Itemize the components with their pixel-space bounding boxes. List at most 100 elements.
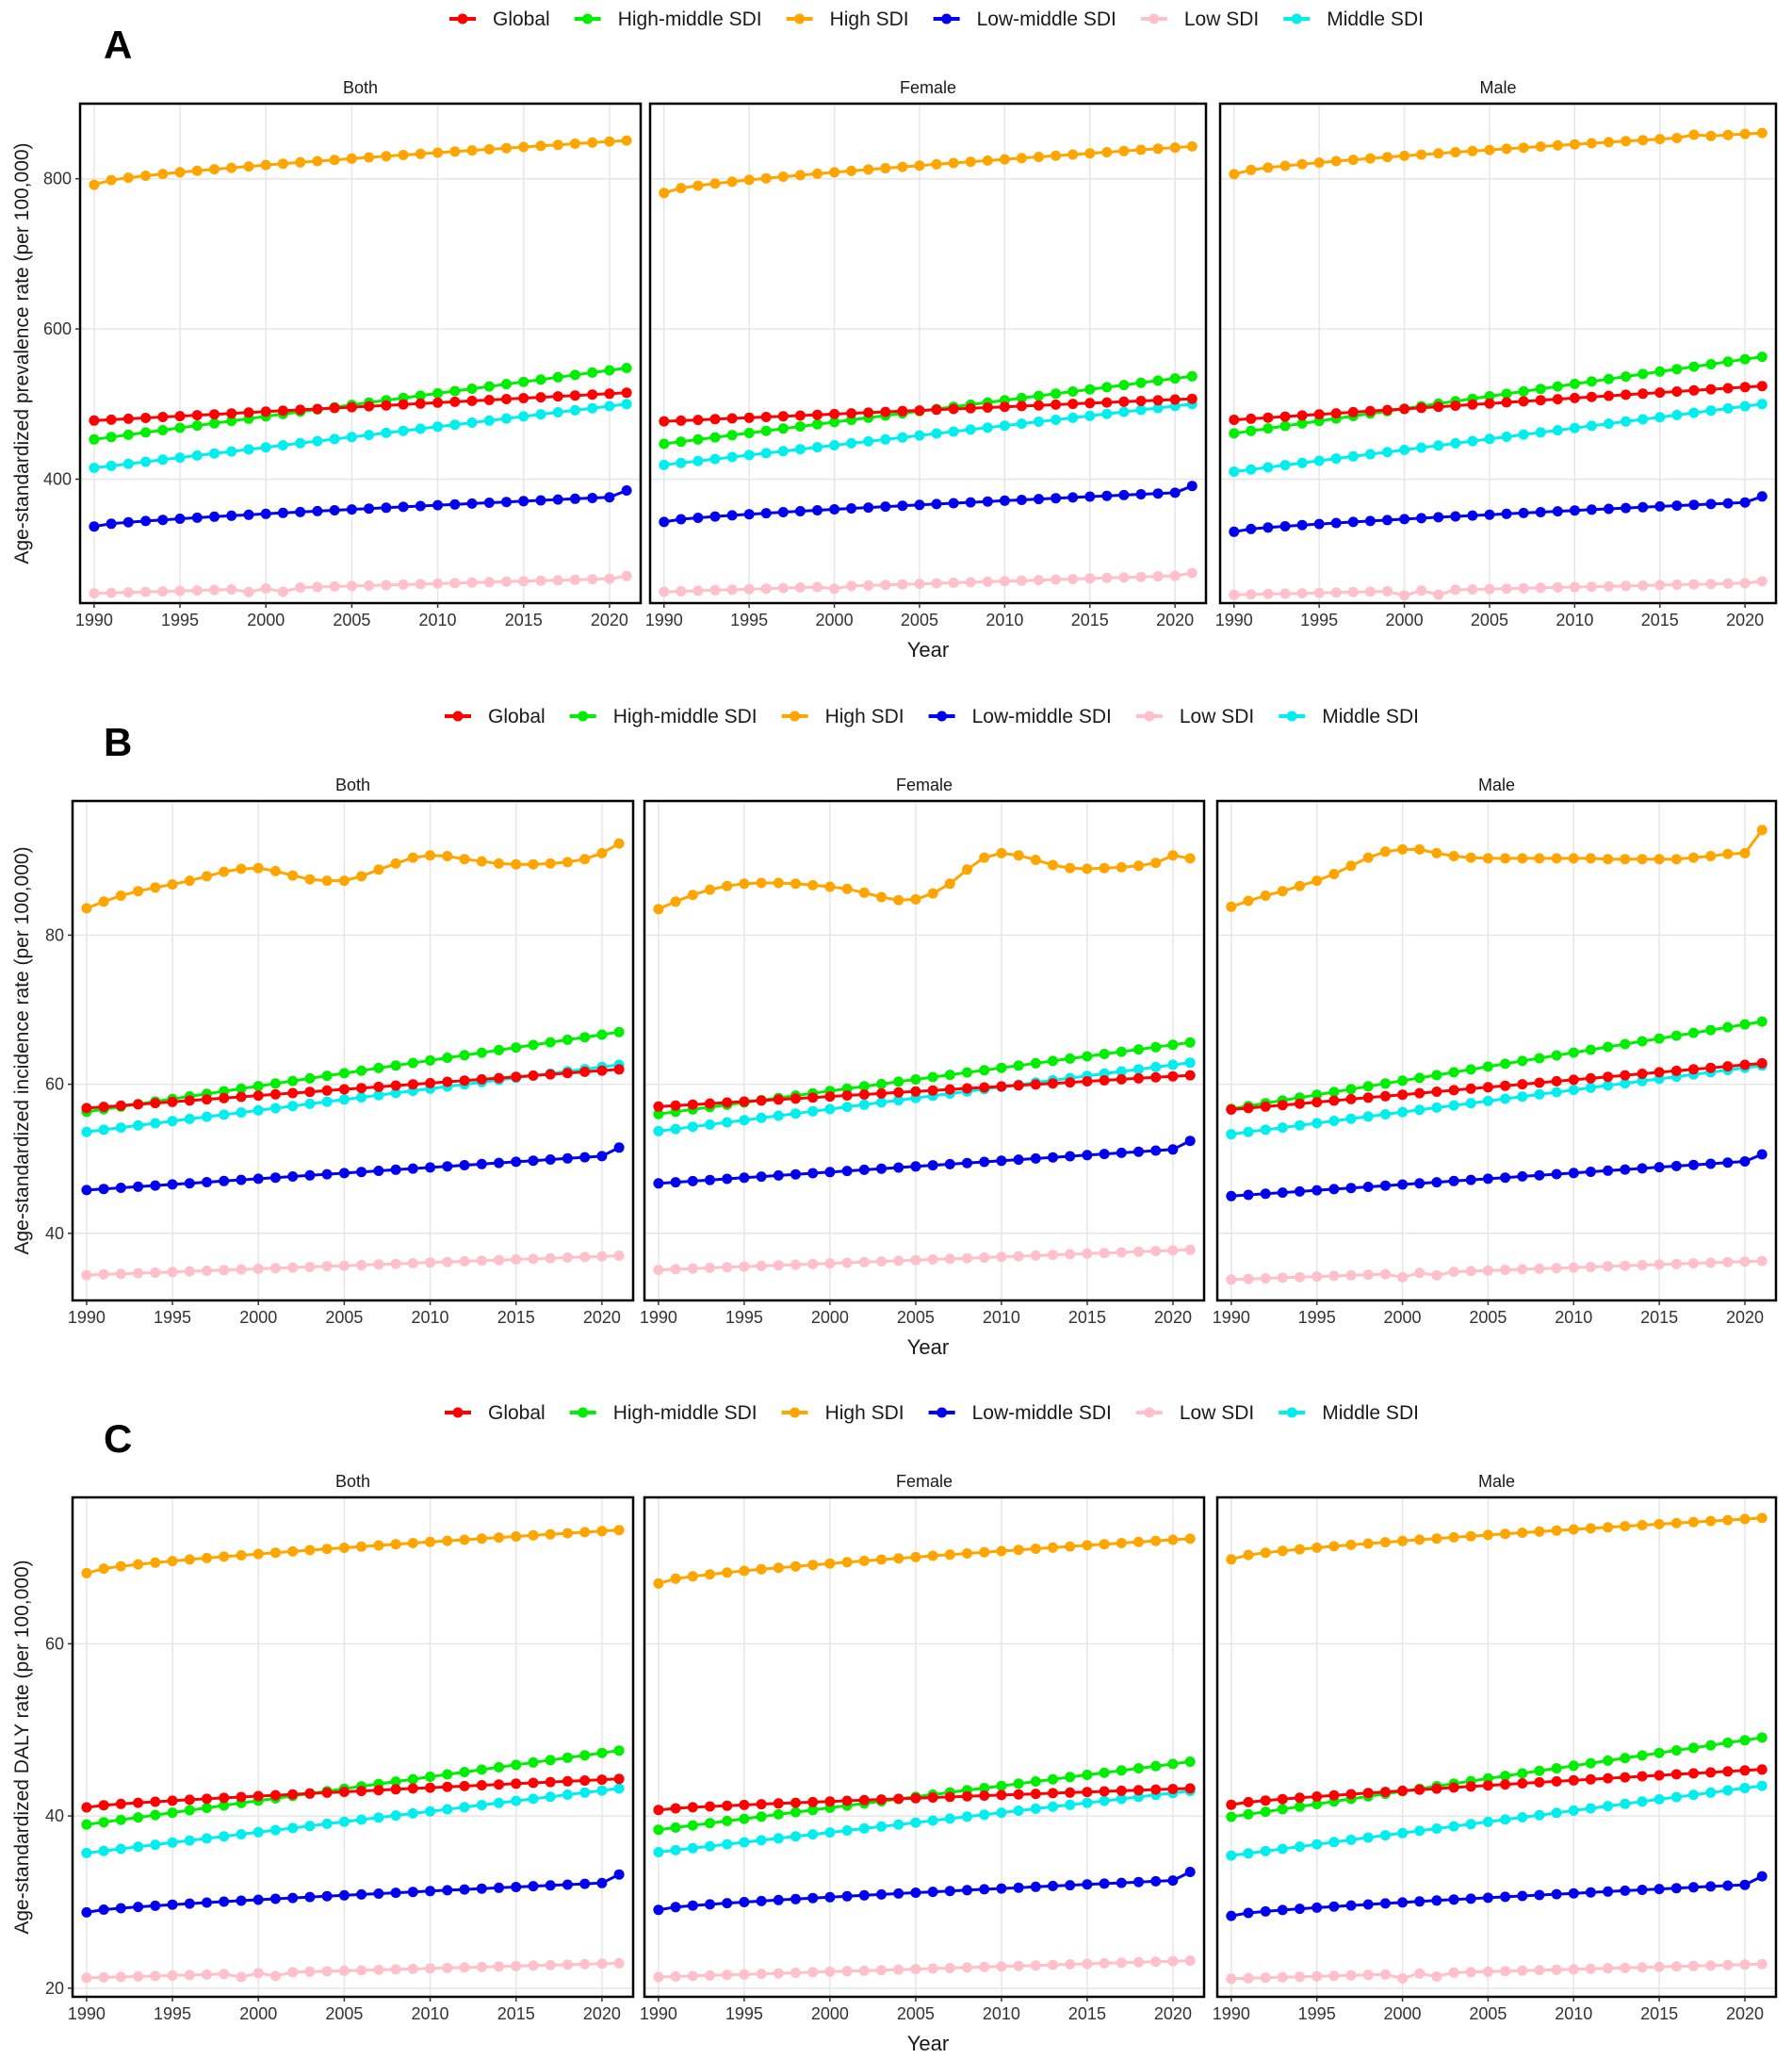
data-point bbox=[1688, 1258, 1699, 1269]
series-low-middle-sdi bbox=[89, 485, 632, 532]
data-point bbox=[1133, 1146, 1144, 1157]
data-point bbox=[1277, 1100, 1288, 1111]
series-high-sdi bbox=[81, 838, 625, 914]
data-point bbox=[1448, 851, 1459, 861]
data-point bbox=[1296, 457, 1308, 468]
data-point bbox=[442, 1076, 453, 1087]
data-point bbox=[824, 1167, 836, 1178]
x-tick-label: 2020 bbox=[583, 2004, 621, 2023]
data-point bbox=[1295, 1971, 1305, 1983]
data-point bbox=[425, 1054, 436, 1066]
legend-key-point bbox=[1144, 711, 1155, 722]
x-tick-label: 1995 bbox=[1298, 2004, 1336, 2023]
data-point bbox=[1585, 1072, 1596, 1084]
data-point bbox=[1084, 410, 1096, 421]
data-point bbox=[1065, 1053, 1076, 1064]
data-point bbox=[846, 437, 857, 449]
data-point bbox=[184, 1969, 195, 1981]
data-point bbox=[824, 1796, 836, 1807]
data-point bbox=[98, 896, 109, 907]
y-tick-label: 800 bbox=[43, 170, 72, 188]
data-point bbox=[287, 870, 299, 881]
series-line bbox=[93, 367, 627, 441]
data-point bbox=[81, 1906, 92, 1918]
data-point bbox=[604, 573, 615, 584]
data-point bbox=[191, 449, 203, 461]
series-high-middle-sdi bbox=[653, 1037, 1196, 1119]
data-point bbox=[1756, 1958, 1768, 1969]
data-point bbox=[760, 425, 772, 436]
data-point bbox=[687, 1263, 698, 1274]
data-point bbox=[1585, 1887, 1596, 1898]
data-point bbox=[1277, 1804, 1288, 1815]
data-point bbox=[1637, 501, 1649, 513]
data-point bbox=[596, 1877, 608, 1888]
data-point bbox=[1048, 859, 1058, 871]
data-point bbox=[150, 1970, 161, 1982]
data-point bbox=[1756, 1016, 1768, 1027]
series-low-sdi bbox=[81, 1250, 625, 1281]
data-point bbox=[1016, 418, 1027, 430]
data-point bbox=[1551, 1263, 1562, 1274]
data-point bbox=[133, 886, 144, 897]
data-point bbox=[1654, 1884, 1665, 1895]
data-point bbox=[98, 1817, 109, 1828]
data-point bbox=[1534, 1053, 1545, 1064]
data-point bbox=[269, 1078, 281, 1089]
series-high-middle-sdi bbox=[1229, 351, 1768, 439]
data-point bbox=[1226, 901, 1237, 912]
data-point bbox=[1431, 1102, 1442, 1113]
gridlines bbox=[73, 801, 633, 1300]
data-point bbox=[948, 157, 959, 169]
series-high-sdi bbox=[89, 135, 632, 190]
series-line bbox=[1230, 1061, 1763, 1111]
data-point bbox=[876, 1794, 887, 1806]
data-point bbox=[1585, 853, 1596, 864]
data-point bbox=[407, 1538, 418, 1548]
data-point bbox=[653, 1265, 664, 1276]
legend-key-point bbox=[452, 711, 464, 722]
data-point bbox=[1465, 1174, 1476, 1185]
data-point bbox=[1450, 437, 1461, 449]
data-point bbox=[1013, 1060, 1024, 1071]
data-point bbox=[1065, 1151, 1076, 1162]
data-point bbox=[1551, 1075, 1562, 1087]
legend-key-point bbox=[452, 1407, 464, 1418]
data-point bbox=[1184, 1757, 1196, 1767]
data-point bbox=[979, 1082, 990, 1093]
data-point bbox=[790, 1968, 801, 1978]
data-point bbox=[287, 1789, 299, 1800]
data-point bbox=[1048, 1773, 1058, 1785]
data-point bbox=[1688, 852, 1699, 863]
data-point bbox=[1568, 1524, 1579, 1535]
data-point bbox=[1535, 384, 1546, 395]
data-point bbox=[150, 1118, 161, 1129]
data-point bbox=[1534, 1263, 1545, 1274]
data-point bbox=[1671, 409, 1683, 420]
data-point bbox=[914, 430, 925, 441]
data-point bbox=[329, 155, 340, 166]
data-point bbox=[1397, 1179, 1409, 1190]
legend-item-low-middle-sdi: Low-middle SDI bbox=[928, 1402, 1112, 1424]
legend-label: High SDI bbox=[825, 706, 904, 727]
data-point bbox=[1603, 1801, 1614, 1812]
data-point bbox=[1330, 155, 1342, 167]
data-point bbox=[1585, 1082, 1596, 1093]
data-point bbox=[1382, 152, 1393, 163]
data-point bbox=[743, 509, 755, 520]
data-point bbox=[243, 161, 254, 172]
data-point bbox=[1465, 1893, 1476, 1904]
data-point bbox=[1739, 1256, 1751, 1267]
data-point bbox=[277, 507, 288, 518]
data-point bbox=[407, 1963, 418, 1974]
data-point bbox=[1328, 1270, 1340, 1282]
data-point bbox=[1621, 502, 1632, 514]
series-high-sdi bbox=[653, 847, 1196, 915]
data-point bbox=[794, 444, 806, 455]
data-point bbox=[1135, 377, 1147, 388]
legend-label: High-middle SDI bbox=[613, 706, 758, 727]
data-point bbox=[287, 1967, 299, 1978]
data-point bbox=[1467, 584, 1478, 595]
data-point bbox=[304, 1891, 316, 1903]
